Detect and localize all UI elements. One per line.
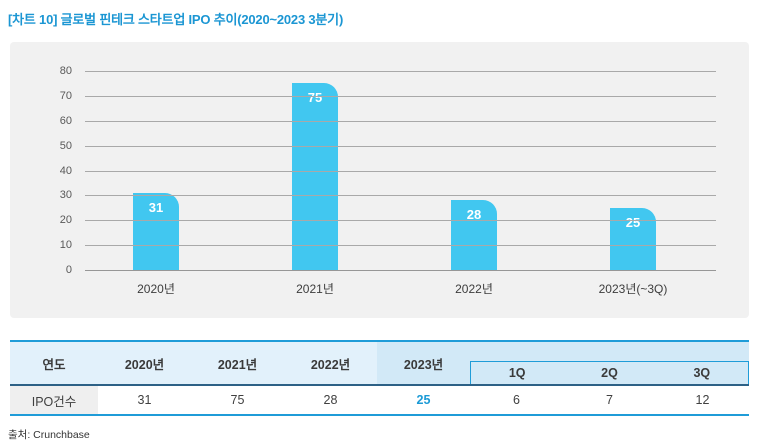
gridline (85, 71, 716, 72)
header-cell-2021: 2021년 (217, 357, 258, 372)
value-cell-2022: 28 (323, 393, 338, 407)
header-cell-2020: 2020년 (124, 357, 165, 372)
page-title: [차트 10] 글로벌 핀테크 스타트업 IPO 추이(2020~2023 3분… (8, 12, 344, 27)
header-cell-2q: 2Q (601, 366, 618, 380)
header-cell-3q: 3Q (693, 366, 711, 380)
y-axis-tick-label: 60 (59, 114, 72, 127)
header-cell-year: 연도 (42, 357, 66, 372)
value-cell-3q: 12 (695, 393, 710, 407)
bar-2022: 28 (451, 200, 497, 270)
gridline (85, 220, 716, 222)
gridline (85, 170, 716, 172)
table-data-row: IPO건수 31 75 28 25 6 7 12 (10, 386, 749, 414)
y-axis-tick-label: 40 (59, 164, 72, 177)
source-note: 출처: Crunchbase (8, 429, 90, 441)
y-axis-tick-label: 20 (59, 214, 72, 227)
y-axis-tick-label: 50 (59, 139, 72, 152)
x-axis-category-label: 2020년 (137, 282, 175, 296)
row-label-cell: IPO건수 (10, 386, 98, 414)
gridline (85, 95, 716, 97)
gridline (85, 195, 716, 197)
value-cell-1q: 6 (513, 393, 520, 407)
bar-value-label: 28 (466, 207, 482, 223)
gridline (85, 245, 716, 247)
header-2023-section: 2023년 1Q 2Q 3Q (377, 342, 749, 384)
bar-2020: 31 (133, 192, 179, 270)
bar-value-label: 25 (625, 214, 641, 230)
chart-panel: 31 75 28 25 2020년 2021년 2022년 2023년(~3Q)… (10, 42, 749, 318)
bar-value-label: 31 (148, 199, 164, 215)
y-axis-tick-label: 30 (59, 189, 72, 202)
header-cell-1q: 1Q (508, 366, 526, 380)
bar-2021: 75 (292, 83, 338, 270)
quarters-subheader-box: 1Q 2Q 3Q (470, 361, 749, 384)
header-cell-2022: 2022년 (310, 357, 351, 372)
x-axis-category-label: 2022년 (455, 282, 493, 296)
y-axis-tick-label: 10 (59, 239, 72, 252)
value-cell-2q: 7 (606, 393, 613, 407)
value-cell-2023: 25 (416, 393, 431, 407)
gridline (85, 270, 716, 271)
header-cell-2023: 2023년 (403, 357, 444, 372)
x-axis-category-label: 2023년(~3Q) (598, 282, 668, 296)
value-cell-2020: 31 (137, 393, 152, 407)
bar-2023: 25 (610, 207, 656, 270)
gridline (85, 145, 716, 147)
y-axis-tick-label: 80 (59, 65, 72, 77)
bar-value-label: 75 (307, 90, 323, 106)
value-cell-2021: 75 (230, 393, 245, 407)
y-axis-tick-label: 70 (59, 89, 72, 102)
table-header-row: 연도 2020년 2021년 2022년 2023년 1Q 2Q 3Q (10, 342, 749, 386)
x-axis-category-label: 2021년 (296, 282, 334, 296)
y-axis-tick-label: 0 (65, 264, 72, 276)
gridline (85, 120, 716, 122)
ipo-summary-table: 연도 2020년 2021년 2022년 2023년 1Q 2Q 3Q IPO건… (10, 340, 749, 416)
